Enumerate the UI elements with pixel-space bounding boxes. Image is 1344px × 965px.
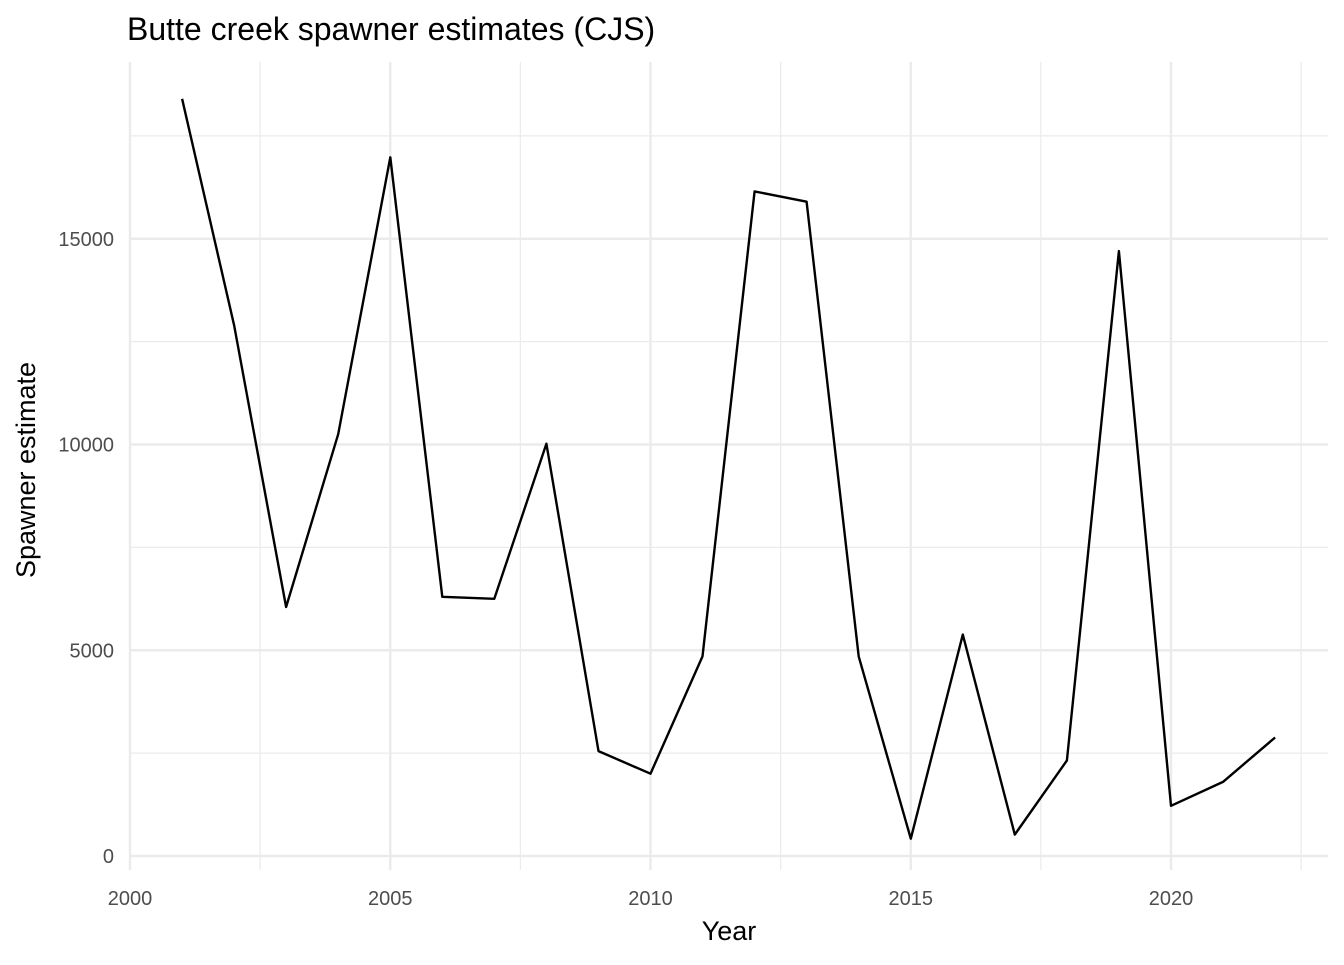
series-layer: [180, 98, 1276, 840]
y-tick-label: 5000: [70, 640, 115, 662]
x-tick-label: 2000: [108, 888, 153, 910]
chart-title: Butte creek spawner estimates (CJS): [127, 11, 655, 47]
x-tick-label: 2015: [889, 888, 934, 910]
y-axis-ticks: 0 5000 10000 15000: [58, 229, 114, 868]
x-tick-label: 2010: [628, 888, 673, 910]
y-axis-title: Spawner estimate: [11, 362, 41, 578]
major-gridlines: [128, 62, 1328, 870]
x-tick-label: 2005: [368, 888, 413, 910]
series-line: [180, 98, 1276, 840]
x-tick-label: 2020: [1149, 888, 1194, 910]
x-axis-title: Year: [702, 916, 757, 946]
y-tick-label: 15000: [58, 229, 114, 251]
y-tick-label: 0: [103, 846, 114, 868]
x-axis-ticks: 2000 2005 2010 2015 2020: [108, 888, 1194, 910]
y-tick-label: 10000: [58, 435, 114, 457]
minor-gridlines: [130, 62, 1328, 870]
